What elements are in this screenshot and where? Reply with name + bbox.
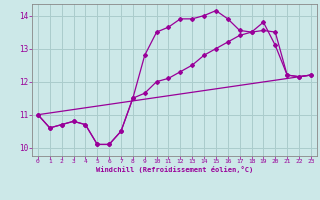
X-axis label: Windchill (Refroidissement éolien,°C): Windchill (Refroidissement éolien,°C) [96,166,253,173]
